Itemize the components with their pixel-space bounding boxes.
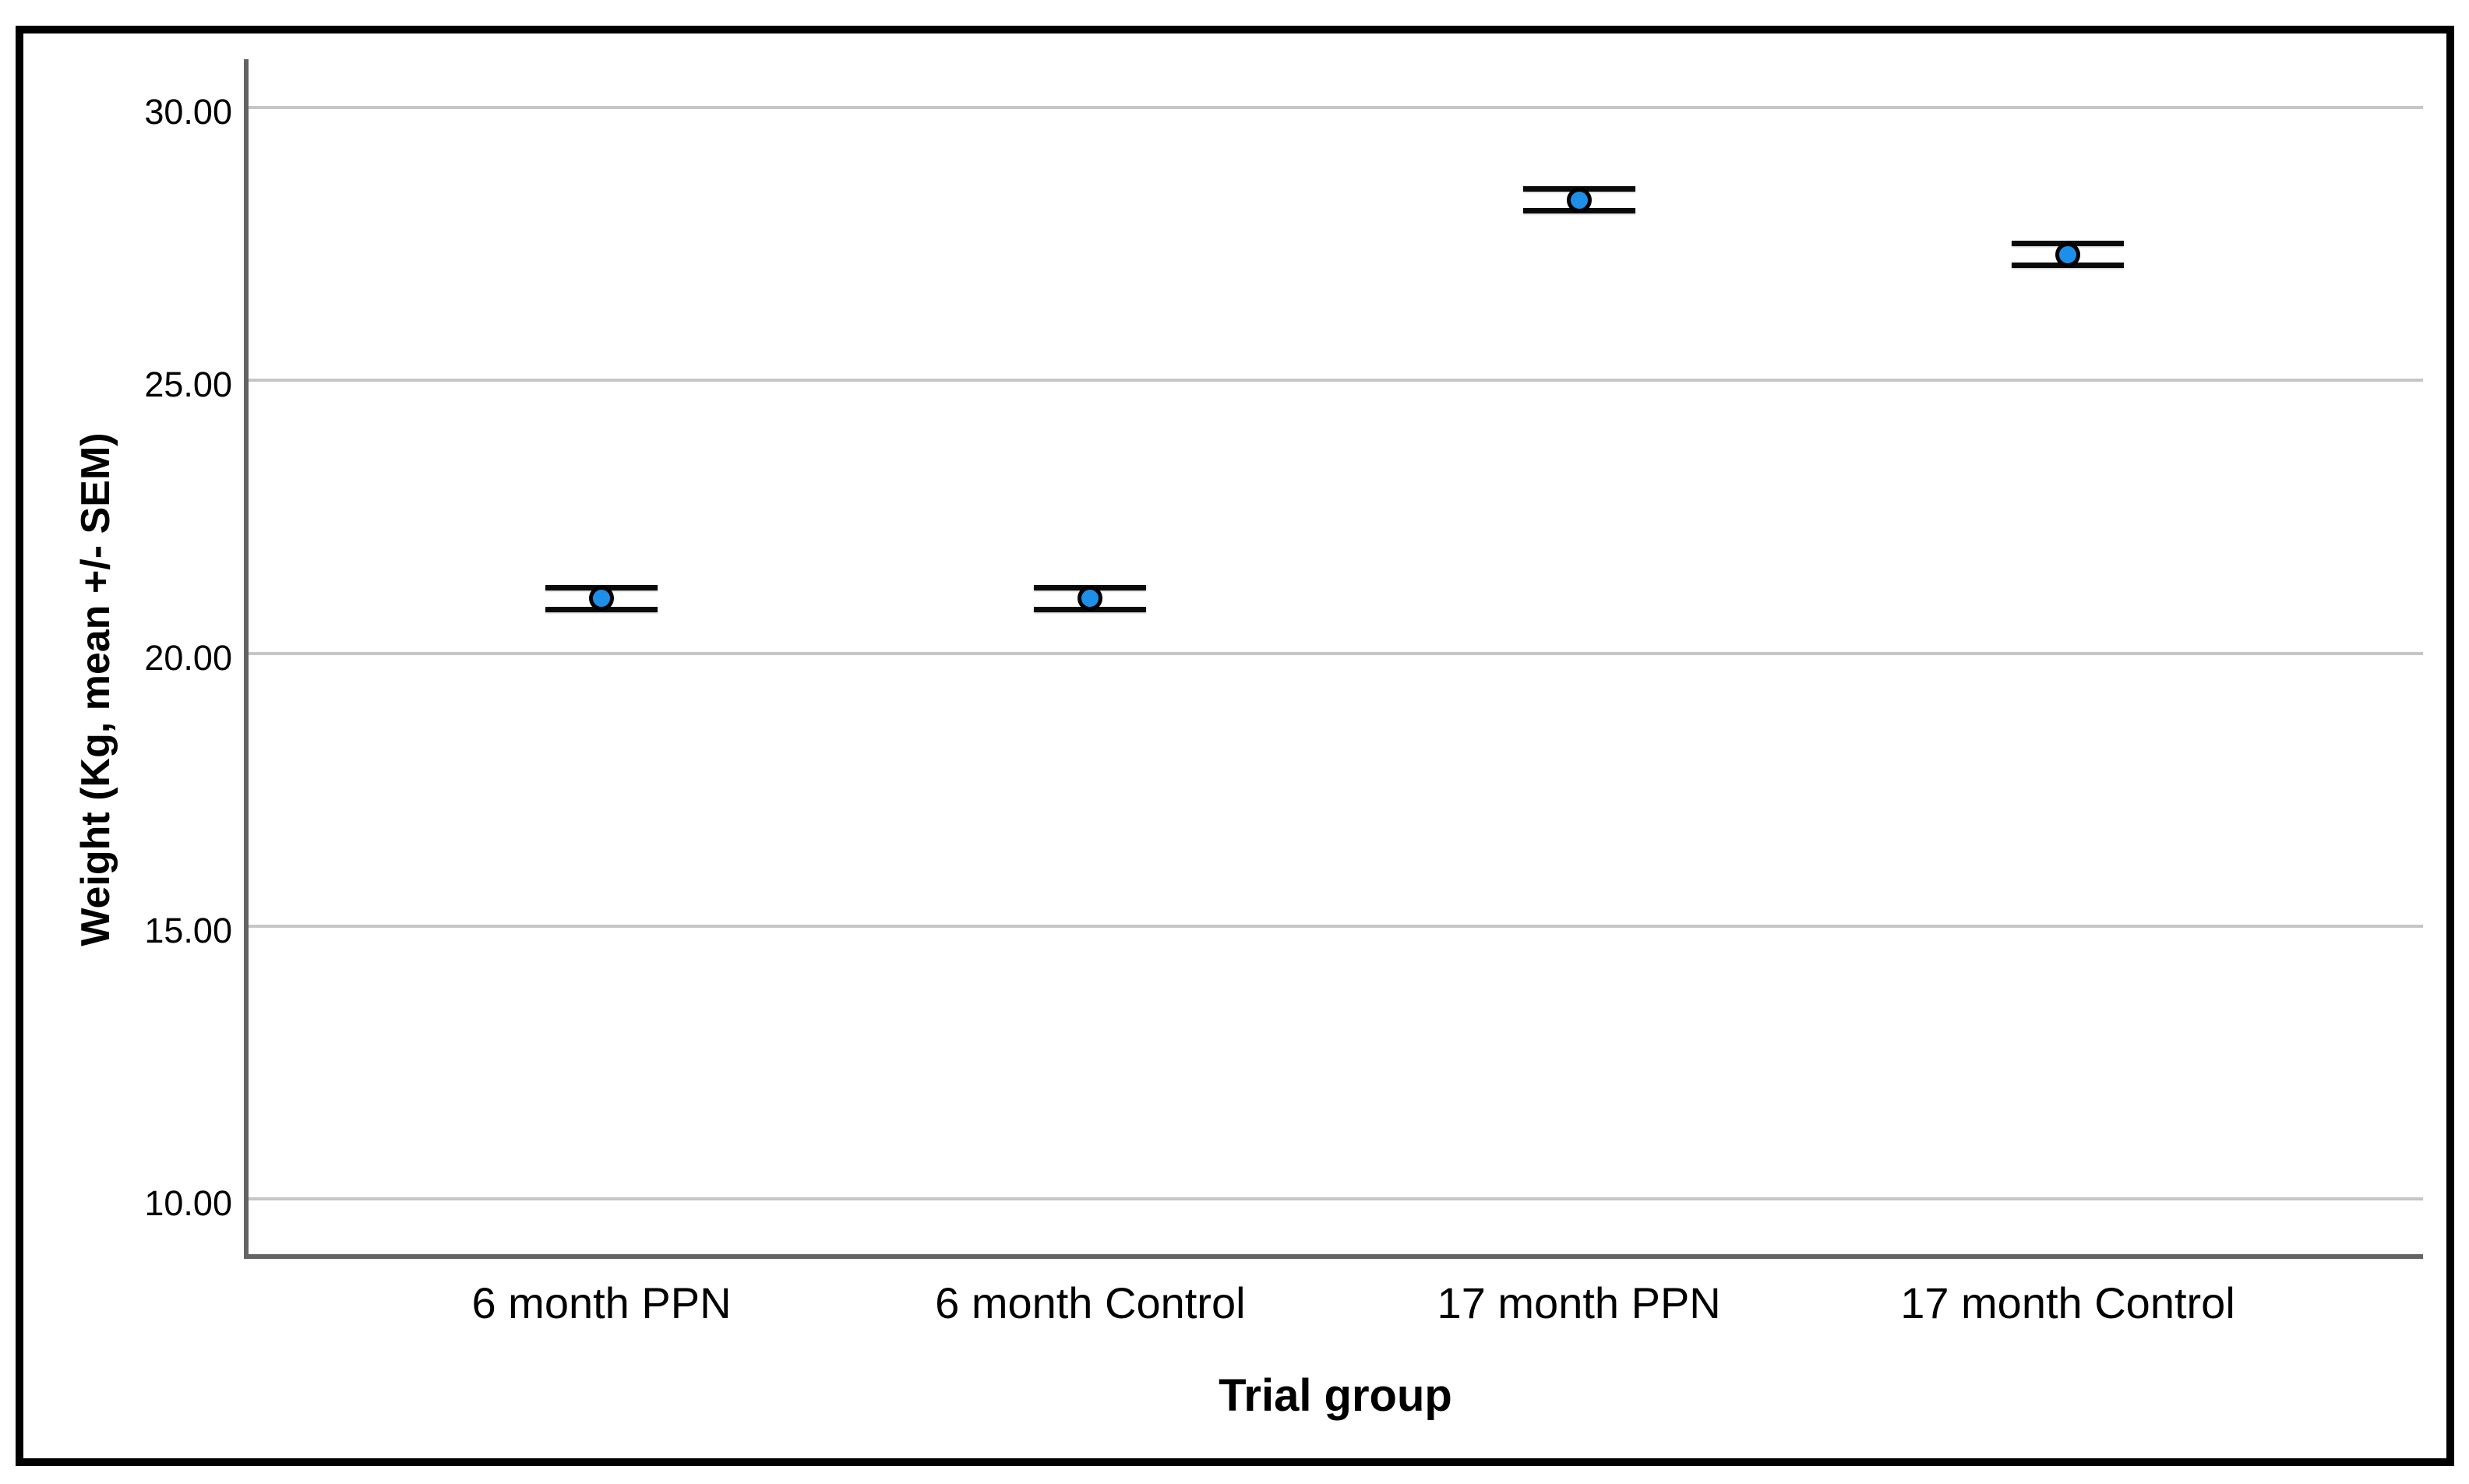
y-axis-line <box>244 59 249 1259</box>
y-tick-label: 30.00 <box>144 91 232 132</box>
gridline <box>248 924 2423 928</box>
x-category-label: 6 month Control <box>935 1278 1246 1327</box>
mean-marker-dot <box>1566 187 1592 213</box>
x-category-label: 17 month PPN <box>1437 1278 1721 1327</box>
gridline <box>248 379 2423 382</box>
gridline <box>248 105 2423 109</box>
y-axis-title: Weight (Kg, mean +/- SEM) <box>73 432 118 946</box>
mean-marker-dot <box>589 586 614 612</box>
mean-marker-dot <box>1078 586 1103 612</box>
gridline <box>248 651 2423 655</box>
x-axis-line <box>244 1254 2423 1259</box>
y-tick-label: 20.00 <box>144 637 232 678</box>
gridline <box>248 1197 2423 1201</box>
x-category-label: 6 month PPN <box>471 1278 732 1327</box>
mean-marker-dot <box>2055 241 2080 267</box>
y-tick-label: 10.00 <box>144 1183 232 1224</box>
y-tick-label: 15.00 <box>144 910 232 950</box>
y-tick-label: 25.00 <box>144 365 232 405</box>
x-category-label: 17 month Control <box>1900 1278 2235 1327</box>
x-axis-title: Trial group <box>1219 1370 1452 1421</box>
